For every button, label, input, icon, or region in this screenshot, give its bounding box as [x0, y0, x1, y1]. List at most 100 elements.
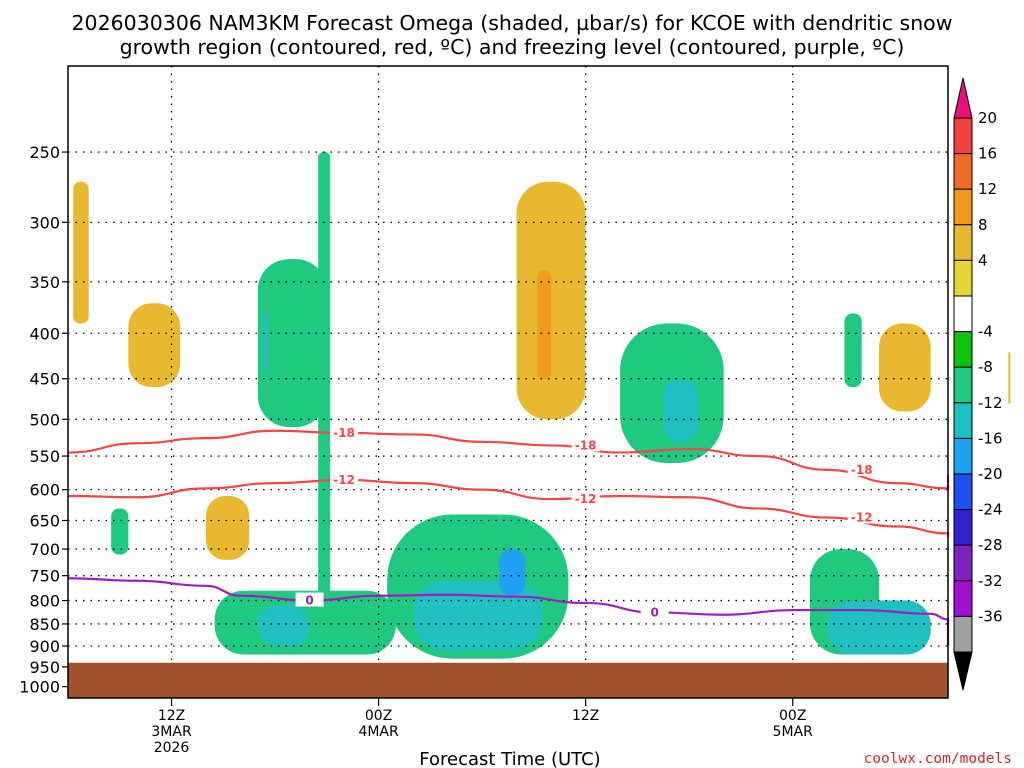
colorbar-top-triangle — [953, 77, 973, 119]
x-tick-label-3-1: 5MAR — [773, 724, 814, 740]
colorbar-label-11: -28 — [978, 536, 1003, 554]
colorbar-swatch-4 — [953, 224, 973, 261]
colorbar-label-7: -12 — [978, 394, 1003, 412]
ground-surface — [68, 662, 948, 698]
colorbar-swatch-8 — [953, 366, 973, 404]
y-tick-label-650: 650 — [29, 511, 60, 530]
plot-area: -18 -18 -18 -12 -12 -12 0 0 — [67, 65, 1011, 699]
contour-label-bg-1-1 — [571, 491, 600, 506]
colorbar-label-3: 8 — [978, 216, 988, 234]
y-tick-label-500: 500 — [29, 410, 60, 429]
x-tick-label-3-0: 00Z — [779, 708, 806, 724]
omega-region-10 — [663, 378, 698, 442]
temperature-contours: -18 -18 -18 -12 -12 -12 0 0 — [67, 424, 950, 646]
contour-label-bg-0-2 — [847, 461, 876, 476]
x-tick-label-0-1: 3MAR — [151, 724, 192, 740]
colorbar-swatch-10 — [953, 437, 973, 475]
omega-region-7 — [413, 580, 543, 651]
y-tick-label-250: 250 — [29, 143, 60, 162]
colorbar-label-0: 20 — [978, 109, 997, 127]
contour-label-bg-2-0 — [295, 592, 324, 607]
omega-region-18 — [537, 270, 552, 379]
omega-region-15 — [128, 303, 181, 388]
colorbar-swatch-9 — [953, 402, 973, 439]
contour-label-bg-0-1 — [571, 437, 600, 452]
contour-label-bg-1-2 — [847, 509, 876, 524]
y-tick-label-750: 750 — [29, 567, 60, 586]
omega-region-1 — [257, 259, 327, 427]
contour-line-2 — [67, 577, 950, 646]
credit-link[interactable]: coolwx.com/models — [864, 751, 1012, 767]
colorbar-swatch-13 — [953, 544, 973, 582]
y-tick-label-800: 800 — [29, 592, 60, 611]
colorbar-label-2: 12 — [978, 180, 997, 198]
omega-region-12 — [827, 600, 931, 655]
omega-region-2 — [262, 313, 269, 371]
contour-label-2-0: 0 — [305, 594, 313, 608]
colorbar-swatch-12 — [953, 509, 973, 546]
colorbar-label-5: -4 — [978, 323, 993, 341]
colorbar-swatch-11 — [953, 473, 973, 511]
omega-region-20 — [1008, 352, 1011, 404]
y-tick-label-350: 350 — [29, 273, 60, 292]
omega-region-8 — [499, 549, 526, 596]
colorbar-swatch-6 — [953, 295, 973, 333]
colorbar-swatch-3 — [953, 188, 973, 226]
y-tick-label-850: 850 — [29, 615, 60, 634]
y-tick-label-900: 900 — [29, 637, 60, 656]
y-tick-label-700: 700 — [29, 540, 60, 559]
contour-label-1-0: -12 — [333, 473, 355, 487]
x-tick-label-0-0: 12Z — [158, 708, 185, 724]
x-axis-title: Forecast Time (UTC) — [419, 749, 600, 768]
contour-label-bg-1-0 — [330, 471, 359, 486]
y-tick-label-1000: 1000 — [19, 678, 60, 697]
x-tick-label-1-1: 4MAR — [358, 724, 399, 740]
grid-lines — [68, 66, 948, 698]
y-tick-label-600: 600 — [29, 481, 60, 500]
colorbar-label-8: -16 — [978, 429, 1003, 447]
contour-label-1-1: -12 — [575, 492, 597, 506]
chart-title-line-2: growth region (contoured, red, ºC) and f… — [120, 35, 905, 59]
omega-region-14 — [73, 181, 89, 324]
colorbar-swatch-7 — [953, 331, 973, 368]
omega-region-13 — [844, 313, 862, 388]
omega-region-3 — [318, 152, 331, 601]
omega-region-16 — [206, 496, 250, 560]
x-tick-label-0-2: 2026 — [154, 740, 190, 756]
colorbar-legend: 20 16 12 8 4 -4 -8 -12 -16 -20 -24 -28 -32 -36 — [953, 77, 1003, 691]
colorbar-label-1: 16 — [978, 145, 997, 163]
contour-label-2-1: 0 — [650, 605, 658, 619]
contour-label-0-1: -18 — [575, 438, 597, 452]
colorbar-swatch-2 — [953, 153, 973, 190]
x-tick-label-2-0: 12Z — [572, 708, 599, 724]
omega-shading-layer — [73, 152, 1011, 659]
colorbar-swatch-15 — [953, 615, 973, 653]
contour-label-bg-2-1 — [640, 604, 669, 619]
colorbar-label-6: -8 — [978, 358, 993, 376]
contour-label-1-2: -12 — [851, 511, 873, 525]
y-tick-label-550: 550 — [29, 447, 60, 466]
y-axis: 250 300 350 400 450 500 550 600 650 700 750 800 850 9… — [19, 143, 68, 697]
omega-region-0 — [111, 508, 129, 555]
x-tick-label-1-0: 00Z — [365, 708, 392, 724]
omega-region-5 — [257, 605, 310, 646]
colorbar-swatch-5 — [953, 259, 973, 297]
y-tick-label-950: 950 — [29, 658, 60, 677]
y-tick-label-400: 400 — [29, 324, 60, 343]
colorbar-bottom-triangle — [953, 651, 973, 691]
colorbar-label-4: 4 — [978, 251, 988, 269]
contour-label-bg-0-0 — [330, 424, 359, 439]
omega-region-19 — [878, 323, 931, 412]
colorbar-label-10: -24 — [978, 501, 1003, 519]
contour-label-0-0: -18 — [333, 426, 355, 440]
y-tick-label-450: 450 — [29, 370, 60, 389]
colorbar-label-13: -36 — [978, 607, 1003, 625]
colorbar-swatch-1 — [953, 117, 973, 155]
chart-title-line-1: 2026030306 NAM3KM Forecast Omega (shaded… — [71, 11, 952, 35]
colorbar-swatch-14 — [953, 580, 973, 617]
colorbar-label-9: -20 — [978, 465, 1003, 483]
colorbar-label-12: -32 — [978, 572, 1003, 590]
contour-label-0-2: -18 — [851, 463, 873, 477]
